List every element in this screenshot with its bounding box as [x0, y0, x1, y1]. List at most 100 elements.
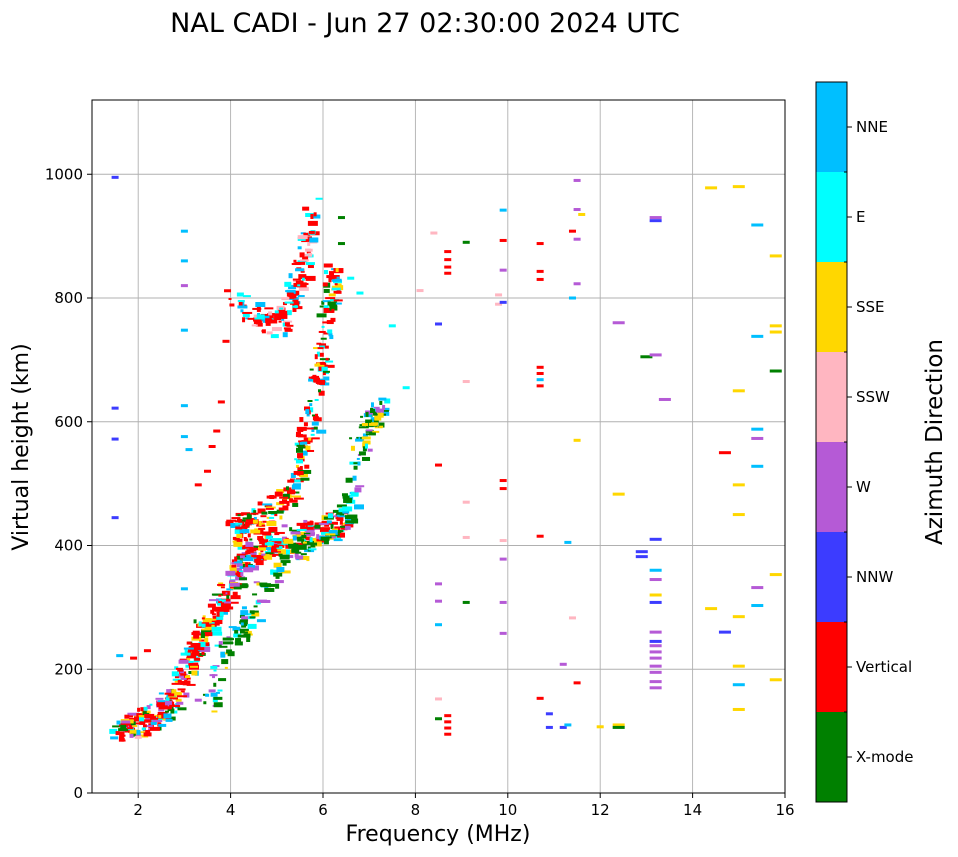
trace-mark — [383, 407, 390, 411]
trace-mark — [294, 458, 298, 461]
trace-mark — [201, 651, 205, 655]
data-point — [732, 483, 745, 487]
trace-mark — [150, 720, 157, 725]
trace-mark — [241, 552, 248, 555]
trace-mark — [250, 552, 257, 555]
trace-mark — [144, 713, 155, 718]
trace-mark — [310, 433, 315, 436]
x-tick-label: 14 — [683, 801, 702, 819]
data-point — [111, 175, 119, 179]
trace-mark — [292, 299, 299, 302]
trace-mark — [327, 521, 338, 525]
trace-mark — [256, 314, 265, 320]
data-point — [204, 469, 211, 473]
trace-mark — [175, 667, 183, 670]
trace-mark — [220, 651, 226, 655]
trace-mark — [276, 567, 285, 573]
data-point — [185, 448, 193, 452]
trace-mark — [215, 691, 220, 694]
trace-mark — [277, 549, 286, 555]
trace-mark — [146, 725, 153, 728]
trace-mark — [188, 671, 192, 675]
trace-mark — [333, 539, 343, 542]
trace-mark — [255, 322, 263, 327]
trace-mark — [193, 619, 197, 624]
trace-mark — [365, 411, 369, 417]
trace-mark — [374, 415, 382, 421]
trace-mark — [224, 666, 228, 669]
trace-mark — [284, 322, 290, 327]
trace-mark — [236, 562, 243, 568]
trace-mark — [269, 546, 279, 551]
trace-mark — [212, 593, 223, 596]
trace-mark — [110, 736, 119, 740]
plot-area: 2 4 6 8 10 12 14 16 0 200 400 600 800 1000 — [45, 99, 795, 819]
trace-mark — [232, 540, 237, 543]
trace-mark — [274, 513, 278, 517]
trace-mark — [302, 450, 308, 456]
trace-mark — [180, 690, 185, 693]
data-point — [564, 723, 572, 727]
trace-mark — [310, 213, 314, 219]
trace-mark — [158, 725, 162, 731]
data-point — [751, 427, 764, 431]
data-point — [568, 616, 576, 620]
trace-mark — [350, 491, 359, 496]
trace-mark — [140, 707, 146, 712]
trace-mark — [155, 697, 164, 700]
trace-mark — [299, 259, 309, 262]
trace-mark — [314, 522, 322, 526]
trace-mark — [319, 305, 324, 308]
data-point — [578, 212, 586, 216]
trace-mark — [300, 553, 307, 556]
trace-mark — [256, 306, 261, 312]
trace-mark — [253, 605, 258, 608]
colorbar-tick-label: NNE — [856, 118, 888, 136]
data-point — [573, 681, 581, 685]
trace-mark — [268, 510, 278, 514]
trace-mark — [295, 464, 299, 468]
trace-mark — [291, 495, 302, 498]
trace-mark — [281, 570, 291, 574]
trace-mark — [224, 606, 234, 610]
trace-mark — [202, 618, 212, 624]
data-point — [495, 293, 503, 297]
trace-mark — [233, 584, 242, 590]
trace-mark — [232, 591, 238, 597]
trace-mark — [311, 421, 319, 426]
trace-mark — [189, 655, 196, 659]
trace-mark — [228, 297, 232, 300]
trace-mark — [354, 487, 362, 493]
trace-mark — [301, 441, 308, 445]
y-tick-label: 0 — [73, 784, 83, 802]
trace-mark — [157, 711, 168, 717]
colorbar-segment — [816, 82, 847, 172]
trace-mark — [253, 610, 259, 613]
trace-mark — [279, 496, 289, 499]
trace-mark — [234, 560, 243, 564]
trace-mark — [236, 533, 243, 538]
trace-mark — [265, 506, 276, 509]
trace-mark — [120, 724, 127, 729]
trace-mark — [210, 665, 218, 669]
trace-mark — [222, 641, 233, 645]
trace-mark — [298, 274, 307, 280]
trace-mark — [194, 657, 201, 661]
trace-mark — [261, 553, 266, 556]
trace-mark — [302, 206, 310, 211]
trace-mark — [212, 674, 216, 679]
trace-mark — [283, 538, 294, 544]
trace-mark — [325, 533, 336, 536]
data-point — [217, 400, 225, 404]
data-point — [573, 208, 581, 212]
trace-mark — [306, 250, 311, 254]
data-point — [499, 268, 507, 272]
trace-mark — [171, 691, 182, 696]
trace-mark — [145, 712, 150, 715]
trace-mark — [118, 728, 129, 732]
data-point — [444, 258, 452, 262]
trace-mark — [268, 545, 272, 548]
trace-mark — [164, 692, 172, 695]
trace-mark — [305, 409, 310, 415]
x-axis-label: Frequency (MHz) — [346, 822, 531, 847]
